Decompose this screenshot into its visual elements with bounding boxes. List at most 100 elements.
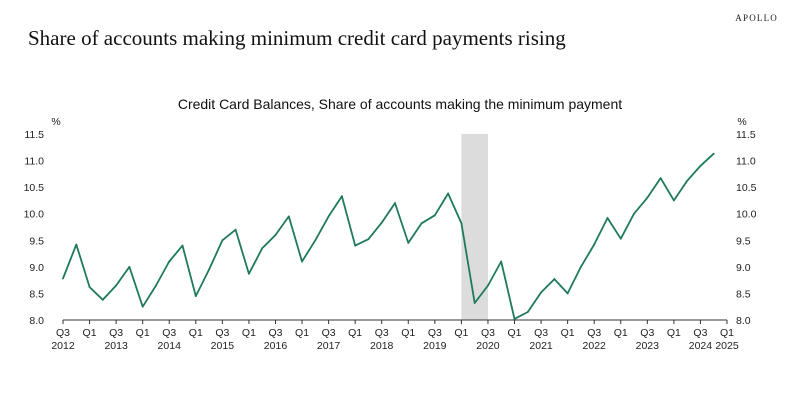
x-tick-quarter-label: Q1 xyxy=(508,327,522,339)
data-point xyxy=(659,177,662,180)
x-tick-quarter-label: Q1 xyxy=(401,327,415,339)
x-tick-quarter-label: Q3 xyxy=(693,327,707,339)
data-point xyxy=(606,217,609,219)
data-point xyxy=(473,302,476,304)
data-point xyxy=(354,244,357,247)
x-tick-quarter-label: Q1 xyxy=(242,327,256,339)
data-point xyxy=(699,164,702,167)
data-point xyxy=(287,215,290,218)
data-point xyxy=(261,247,264,250)
data-point xyxy=(686,179,689,182)
x-tick-quarter-label: Q3 xyxy=(322,327,336,339)
x-tick-quarter-label: Q3 xyxy=(215,327,229,339)
x-tick-quarter-label: Q1 xyxy=(348,327,362,339)
x-tick-year-label: 2019 xyxy=(423,340,447,352)
data-point xyxy=(580,265,582,268)
data-point xyxy=(155,284,157,287)
x-tick-quarter-label: Q3 xyxy=(587,327,601,339)
data-point xyxy=(672,199,675,202)
data-point xyxy=(447,192,450,195)
right-y-tick-label: 8.5 xyxy=(736,288,751,300)
data-point xyxy=(221,239,224,242)
left-y-tick-label: 11.0 xyxy=(24,156,44,168)
x-tick-quarter-label: Q3 xyxy=(481,327,495,339)
brand-logo: APOLLO xyxy=(735,13,778,23)
data-point xyxy=(75,243,78,246)
x-tick-year-label: 2016 xyxy=(264,340,288,352)
right-y-tick-label: 11.5 xyxy=(736,129,756,141)
data-point xyxy=(394,202,396,204)
x-tick-quarter-label: Q3 xyxy=(109,327,123,339)
x-tick-year-label: 2022 xyxy=(583,340,607,352)
x-tick-quarter-label: Q3 xyxy=(162,327,176,339)
x-tick-quarter-label: Q1 xyxy=(614,327,628,339)
left-y-axis: % 11.5 11.0 10.5 10.0 9.5 9.0 8.5 8.0 xyxy=(24,116,61,327)
data-point xyxy=(646,196,649,199)
x-tick-quarter-label: Q1 xyxy=(720,327,734,339)
left-y-tick-label: 10.5 xyxy=(24,182,45,194)
x-tick-year-label: 2014 xyxy=(158,340,182,352)
x-tick-quarter-label: Q3 xyxy=(534,327,548,339)
series-line xyxy=(62,153,715,320)
recession-shading xyxy=(461,134,488,320)
x-tick-quarter-label: Q1 xyxy=(454,327,468,339)
data-point xyxy=(128,265,131,268)
data-point xyxy=(712,152,715,155)
left-y-tick-label: 11.5 xyxy=(24,129,44,141)
x-tick-quarter-label: Q3 xyxy=(268,327,282,339)
data-point xyxy=(593,243,596,246)
data-point xyxy=(460,222,463,225)
page-headline: Share of accounts making minimum credit … xyxy=(28,26,566,50)
data-point xyxy=(407,242,410,244)
data-point xyxy=(314,239,317,242)
data-point xyxy=(380,221,383,224)
data-point xyxy=(633,212,635,215)
data-point xyxy=(301,260,303,263)
x-tick-year-label: 2023 xyxy=(636,340,660,352)
data-point xyxy=(234,228,237,231)
data-point xyxy=(101,298,104,301)
data-point xyxy=(566,292,569,295)
x-tick-year-label: 2015 xyxy=(211,340,235,352)
left-y-axis-unit: % xyxy=(51,116,60,128)
x-tick-quarter-label: Q3 xyxy=(640,327,654,339)
series-points xyxy=(62,152,715,320)
data-point xyxy=(62,277,64,280)
data-point xyxy=(141,305,144,308)
x-tick-year-label: 2021 xyxy=(529,340,553,352)
right-y-tick-label: 10.0 xyxy=(736,209,757,221)
x-tick-quarter-label: Q1 xyxy=(136,327,150,339)
x-tick-year-label: 2017 xyxy=(317,340,341,352)
data-point xyxy=(553,278,556,280)
data-point xyxy=(487,284,489,287)
right-y-tick-label: 9.0 xyxy=(736,262,751,274)
right-y-tick-label: 10.5 xyxy=(736,182,757,194)
data-point xyxy=(540,291,542,294)
data-point xyxy=(181,244,184,247)
data-point xyxy=(340,195,343,198)
left-y-tick-label: 8.5 xyxy=(29,288,44,300)
x-tick-quarter-label: Q1 xyxy=(83,327,97,339)
x-tick-year-label: 2012 xyxy=(51,340,75,352)
right-y-tick-label: 11.0 xyxy=(736,156,756,168)
data-point xyxy=(433,214,436,217)
data-point xyxy=(168,260,171,263)
x-tick-quarter-label: Q1 xyxy=(295,327,309,339)
left-y-tick-label: 9.0 xyxy=(29,262,44,274)
data-point xyxy=(420,222,423,225)
right-y-axis-unit: % xyxy=(737,116,746,128)
data-point xyxy=(248,272,250,275)
data-point xyxy=(526,311,529,313)
data-point xyxy=(513,318,516,320)
data-point xyxy=(115,284,118,287)
data-point xyxy=(327,215,330,218)
left-y-tick-label: 9.5 xyxy=(29,235,44,247)
data-point xyxy=(367,238,370,241)
x-tick-quarter-label: Q1 xyxy=(561,327,575,339)
x-tick-quarter-label: Q3 xyxy=(375,327,389,339)
data-point xyxy=(208,268,210,271)
x-tick-year-label: 2018 xyxy=(370,340,394,352)
x-tick-quarter-label: Q3 xyxy=(428,327,442,339)
